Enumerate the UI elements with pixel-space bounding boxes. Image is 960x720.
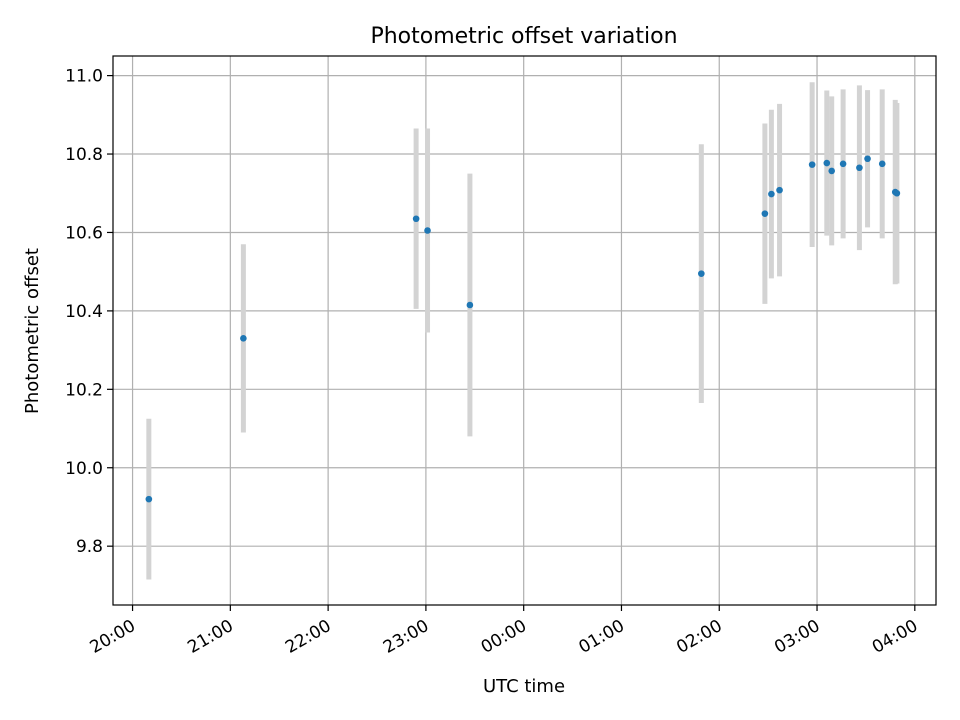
data-point: [412, 215, 420, 223]
x-tick-label: 21:00: [184, 616, 236, 658]
data-point: [828, 167, 835, 175]
chart-title: Photometric offset variation: [370, 24, 677, 49]
x-tick-label: 01:00: [576, 616, 628, 658]
data-point: [878, 160, 886, 168]
grid: [113, 56, 936, 605]
y-axis-label: Photometric offset: [22, 248, 43, 414]
x-tick-label: 04:00: [869, 616, 921, 658]
data-point: [240, 335, 247, 342]
data-point: [893, 189, 901, 197]
data-point: [466, 301, 474, 309]
y-tick-label: 10.8: [65, 145, 103, 165]
data-point: [808, 161, 816, 168]
data-point: [761, 210, 769, 217]
x-tick-label: 00:00: [478, 616, 530, 658]
x-tick-label: 22:00: [282, 616, 334, 658]
error-bars: [146, 82, 900, 580]
data-point: [768, 190, 775, 198]
x-tick-label: 03:00: [771, 616, 823, 658]
y-axis-ticks: 9.8 10.0 10.2 10.4 10.6 10.8 11.0: [65, 67, 113, 557]
x-tick-label: 02:00: [673, 616, 725, 658]
data-point: [823, 159, 831, 167]
data-point: [698, 270, 705, 277]
y-tick-label: 10.0: [65, 459, 103, 479]
data-point: [864, 155, 871, 163]
data-point: [145, 495, 153, 503]
y-tick-label: 9.8: [76, 537, 103, 557]
x-axis-ticks: 20:00 21:00 22:00 23:00 00:00 01:00 02:00 03:00…: [87, 605, 921, 658]
data-points: [145, 155, 901, 503]
x-tick-label: 20:00: [87, 616, 139, 658]
plot-area-frame: [112, 55, 937, 606]
data-point: [856, 164, 863, 172]
y-tick-label: 10.2: [65, 380, 103, 400]
data-point: [776, 186, 783, 194]
x-axis-label: UTC time: [483, 676, 565, 697]
x-tick-label: 23:00: [380, 616, 432, 658]
y-tick-label: 11.0: [65, 67, 103, 87]
y-tick-label: 10.4: [65, 302, 103, 322]
data-point: [839, 160, 847, 168]
y-tick-label: 10.6: [65, 223, 103, 243]
data-point: [424, 227, 431, 234]
